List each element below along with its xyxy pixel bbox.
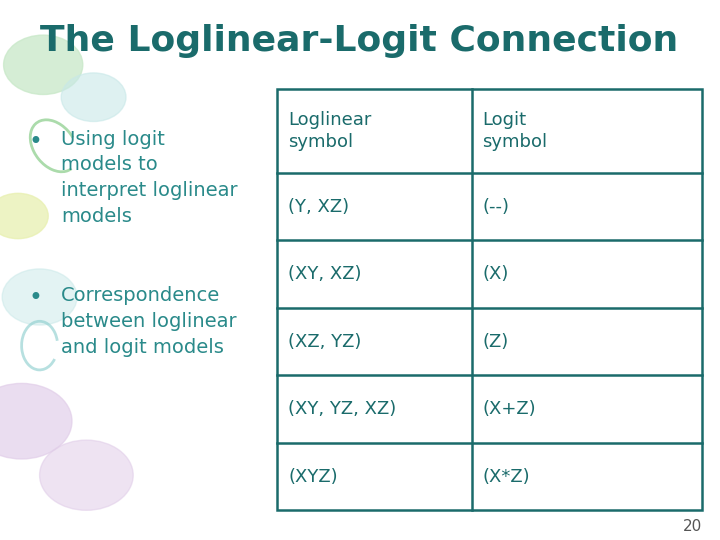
Circle shape (0, 383, 72, 459)
Circle shape (2, 269, 77, 325)
Text: 20: 20 (683, 518, 702, 534)
Text: Using logit
models to
interpret loglinear
models: Using logit models to interpret loglinea… (61, 130, 238, 226)
Text: (XZ, YZ): (XZ, YZ) (288, 333, 361, 350)
Text: The Loglinear-Logit Connection: The Loglinear-Logit Connection (40, 24, 678, 58)
Text: (X+Z): (X+Z) (482, 400, 536, 418)
Text: (XYZ): (XYZ) (288, 468, 338, 485)
Text: Loglinear
symbol: Loglinear symbol (288, 111, 372, 151)
Circle shape (61, 73, 126, 122)
Text: (X): (X) (482, 265, 509, 283)
Text: (XY, YZ, XZ): (XY, YZ, XZ) (288, 400, 396, 418)
Text: •: • (29, 130, 42, 153)
Circle shape (40, 440, 133, 510)
Text: Logit
symbol: Logit symbol (482, 111, 547, 151)
Bar (277, 89, 702, 510)
Text: (Z): (Z) (482, 333, 508, 350)
Text: •: • (29, 286, 42, 310)
Text: (XY, XZ): (XY, XZ) (288, 265, 361, 283)
Text: Correspondence
between loglinear
and logit models: Correspondence between loglinear and log… (61, 286, 237, 357)
Text: (Y, XZ): (Y, XZ) (288, 198, 349, 215)
Circle shape (4, 35, 83, 94)
Circle shape (0, 193, 48, 239)
Text: (X*Z): (X*Z) (482, 468, 530, 485)
Text: (--): (--) (482, 198, 510, 215)
